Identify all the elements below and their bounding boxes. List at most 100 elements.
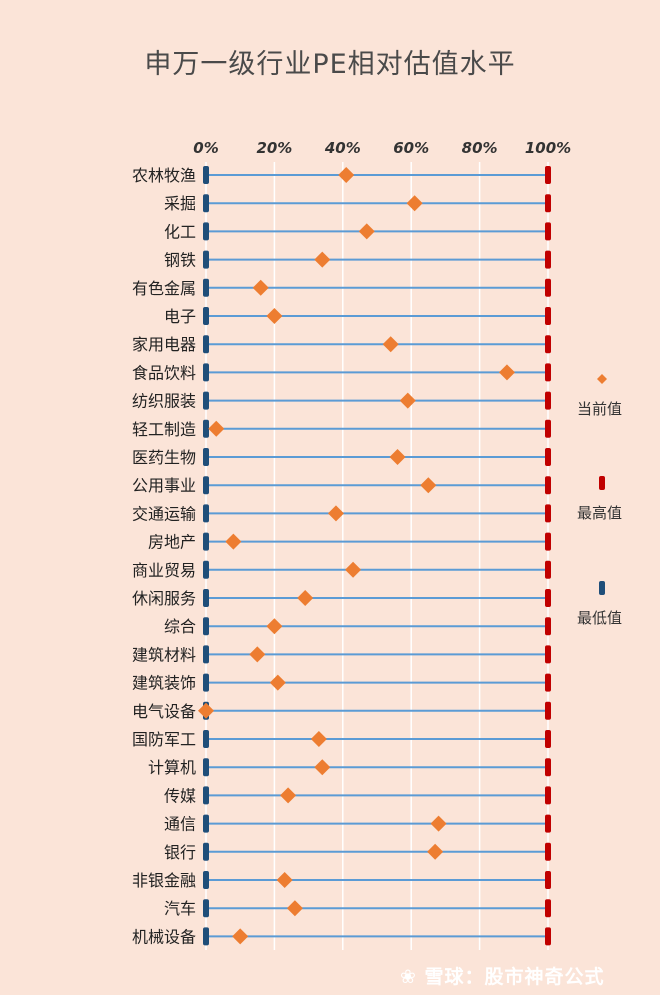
min-marker: [203, 278, 209, 297]
current-value-point: [406, 195, 423, 212]
current-value-point: [225, 533, 242, 550]
min-marker: [203, 730, 209, 748]
category-label: 有色金属: [132, 279, 196, 298]
category-label: 商业贸易: [132, 561, 196, 580]
max-marker: [545, 673, 551, 692]
current-value-point: [314, 251, 331, 268]
category-label: 电子: [164, 307, 196, 326]
min-marker: [203, 391, 209, 410]
max-marker: [545, 166, 551, 184]
current-value-point: [430, 815, 447, 832]
current-value-point: [345, 561, 362, 578]
current-value-point: [358, 223, 375, 240]
current-value-point: [198, 702, 214, 719]
current-value-point: [266, 308, 283, 324]
max-marker: [545, 419, 551, 438]
max-marker: [545, 758, 551, 777]
x-tick-label: 20%: [256, 139, 292, 157]
category-label: 综合: [164, 617, 196, 636]
category-label: 家用电器: [132, 335, 196, 354]
min-marker: [203, 335, 209, 354]
current-value-point: [389, 449, 406, 465]
category-label: 建筑装饰: [132, 674, 196, 693]
max-marker: [545, 448, 551, 466]
snowball-logo-icon: ❀: [400, 966, 417, 988]
current-value-point: [252, 279, 269, 296]
max-marker: [545, 307, 551, 325]
min-marker: [203, 645, 209, 664]
max-marker: [545, 927, 551, 946]
legend-marker-current: [597, 374, 607, 384]
min-marker: [203, 786, 209, 805]
current-value-point: [399, 392, 416, 409]
category-label: 国防军工: [132, 730, 196, 749]
category-label: 计算机: [148, 758, 196, 777]
category-label: 电气设备: [132, 702, 196, 721]
max-marker: [545, 560, 551, 579]
max-marker: [545, 504, 551, 523]
current-value-point: [338, 167, 355, 183]
current-value-point: [327, 505, 344, 522]
category-label: 银行: [164, 843, 196, 862]
min-marker: [203, 250, 209, 269]
category-label: 非银金融: [132, 871, 196, 890]
category-label: 钢铁: [164, 251, 196, 270]
min-marker: [203, 363, 209, 382]
current-value-point: [249, 646, 266, 663]
min-marker: [203, 814, 209, 833]
category-label: 化工: [164, 222, 196, 241]
category-label: 农林牧渔: [132, 166, 196, 185]
x-tick-label: 0%: [193, 139, 218, 157]
x-tick-label: 40%: [324, 139, 361, 157]
min-marker: [203, 448, 209, 466]
max-marker: [545, 194, 551, 213]
min-marker: [203, 673, 209, 692]
current-value-point: [280, 787, 297, 804]
min-marker: [203, 927, 209, 946]
min-marker: [203, 307, 209, 325]
max-marker: [545, 476, 551, 495]
min-marker: [203, 758, 209, 777]
category-label: 交通运输: [132, 504, 196, 523]
current-value-point: [498, 364, 515, 381]
category-label: 轻工制造: [132, 420, 196, 439]
max-marker: [545, 645, 551, 664]
watermark: ❀ 雪球：股市神奇公式: [400, 962, 605, 989]
min-marker: [203, 222, 209, 241]
legend-marker-min: [599, 581, 605, 595]
category-label: 建筑材料: [132, 645, 196, 664]
legend-label-min: 最低值: [577, 609, 623, 627]
x-tick-label: 80%: [462, 139, 498, 157]
current-value-point: [286, 900, 303, 917]
current-value-point: [276, 872, 293, 888]
current-value-point: [314, 759, 331, 776]
current-value-point: [297, 590, 314, 606]
max-marker: [545, 250, 551, 269]
watermark-text: 雪球：股市神奇公式: [424, 966, 605, 988]
category-label: 食品饮料: [132, 363, 196, 382]
max-marker: [545, 786, 551, 805]
min-marker: [203, 871, 209, 889]
category-label: 公用事业: [132, 476, 196, 495]
max-marker: [545, 730, 551, 748]
min-marker: [203, 560, 209, 579]
max-marker: [545, 899, 551, 918]
max-marker: [545, 391, 551, 410]
category-label: 传媒: [164, 786, 196, 805]
category-label: 纺织服装: [132, 392, 196, 411]
max-marker: [545, 871, 551, 889]
max-marker: [545, 589, 551, 607]
legend-label-max: 最高值: [577, 504, 623, 522]
min-marker: [203, 194, 209, 213]
min-marker: [203, 899, 209, 918]
category-label: 机械设备: [132, 927, 196, 946]
category-label: 通信: [164, 815, 196, 834]
category-label: 汽车: [164, 899, 196, 918]
current-value-point: [310, 731, 327, 747]
max-marker: [545, 363, 551, 382]
current-value-point: [269, 674, 286, 691]
max-marker: [545, 814, 551, 833]
min-marker: [203, 532, 209, 551]
category-label: 采掘: [164, 194, 196, 213]
legend-label-current: 当前值: [577, 400, 623, 418]
